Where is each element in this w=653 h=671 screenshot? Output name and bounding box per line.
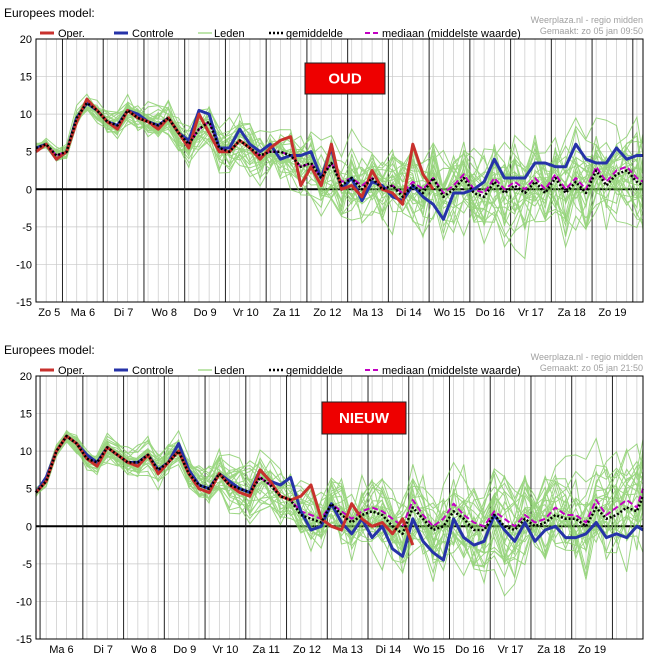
series-line-oper [34,434,415,546]
y-tick-label: 0 [26,521,32,533]
plot-frame [35,375,644,640]
x-tick-label: Vr 10 [233,307,259,319]
chart-issued-time: Gemaakt: zo 05 jan 09:50 [540,26,643,36]
ensemble-member-line [35,432,644,578]
legend-label-controle: Controle [132,28,174,40]
x-tick-label: Vr 17 [498,644,524,656]
x-tick-label: Vr 17 [518,307,544,319]
legend-label-oper: Oper. [58,28,85,40]
x-tick-label: Za 18 [537,644,565,656]
x-tick-label: Zo 19 [598,307,626,319]
x-tick-label: Vr 10 [212,644,238,656]
badge-box [321,401,407,435]
y-tick-label: -5 [22,559,32,571]
series-line-gemiddelde [35,434,645,536]
legend-label-gemiddelde: gemiddelde [286,365,343,377]
panel-separator [0,334,653,337]
x-tick-label: Za 11 [253,644,280,656]
badge: NIEUW [321,401,407,435]
chart-issued-time: Gemaakt: zo 05 jan 21:50 [540,363,643,373]
y-tick-label: -10 [16,259,32,271]
x-tick-label: Di 14 [396,307,422,319]
ensemble-members [35,429,644,597]
x-tick-label: Do 16 [455,644,484,656]
legend-label-oper: Oper. [58,365,85,377]
y-tick-label: -15 [16,634,32,646]
legend-label-gemiddelde: gemiddelde [286,28,343,40]
x-tick-label: Wo 15 [413,644,445,656]
badge-box [304,62,386,95]
y-tick-label: -15 [16,297,32,309]
y-tick-label: 20 [20,371,32,383]
chart-title: Europees model: [4,343,95,357]
chart-panel-oud: Europees model: Weerplaza.nl - regio midd… [0,0,653,334]
chart-source: Weerplaza.nl - regio midden [531,352,643,362]
legend: Oper. Controle Leden gemiddelde mediaan (mid… [40,28,521,40]
legend-label-mediaan: mediaan (middelste waarde) [382,28,521,40]
plot-frame [35,38,644,303]
x-tick-label: Wo 8 [131,644,156,656]
ensemble-member-line [35,436,644,580]
x-tick-label: Di 7 [114,307,134,319]
badge-label: NIEUW [339,410,390,427]
legend-label-controle: Controle [132,365,174,377]
y-tick-label: 15 [20,72,32,84]
x-tick-label: Wo 15 [434,307,466,319]
x-tick-label: Ma 6 [49,644,73,656]
legend-label-leden: Leden [214,28,245,40]
x-tick-label: Do 16 [476,307,505,319]
x-tick-label: Zo 12 [293,644,321,656]
x-tick-label: Di 7 [93,644,113,656]
y-tick-label: -5 [22,222,32,234]
x-tick-label: Do 9 [193,307,216,319]
chart-oud: Europees model: Weerplaza.nl - regio midd… [4,6,644,319]
chart-source: Weerplaza.nl - regio midden [531,15,643,25]
chart-title: Europees model: [4,6,95,20]
x-tick-label: Zo 5 [38,307,60,319]
ensemble-member-line [35,434,644,582]
x-tick-label: Do 9 [173,644,196,656]
y-tick-label: 5 [26,147,32,159]
series-line-mediaan [35,101,644,194]
x-tick-label: Wo 8 [152,307,177,319]
series-line-gemiddelde [35,101,644,199]
badge: OUD [304,62,386,95]
y-tick-label: -10 [16,596,32,608]
ensemble-member-line [35,436,644,569]
x-tick-label: Zo 19 [578,644,606,656]
x-tick-label: Ma 13 [353,307,384,319]
legend: Oper. Controle Leden gemiddelde mediaan (mid… [40,365,521,377]
chart-panel-nieuw: Europees model: Weerplaza.nl - regio midd… [0,337,653,671]
x-tick-label: Ma 13 [332,644,363,656]
x-tick-label: Za 11 [273,307,300,319]
ensemble-member-line [35,429,644,578]
y-tick-label: 10 [20,446,32,458]
y-tick-label: 0 [26,184,32,196]
x-tick-label: Zo 12 [313,307,341,319]
y-tick-label: 15 [20,409,32,421]
ensemble-member-line [35,439,644,559]
chart-nieuw: Europees model: Weerplaza.nl - regio midd… [4,343,645,656]
y-tick-label: 20 [20,34,32,46]
badge-label: OUD [328,71,362,88]
ensemble-member-line [35,434,644,580]
legend-label-mediaan: mediaan (middelste waarde) [382,365,521,377]
x-tick-label: Di 14 [376,644,402,656]
legend-label-leden: Leden [214,365,245,377]
y-tick-label: 5 [26,484,32,496]
x-tick-label: Za 18 [558,307,586,319]
x-tick-label: Ma 6 [71,307,95,319]
y-tick-label: 10 [20,109,32,121]
